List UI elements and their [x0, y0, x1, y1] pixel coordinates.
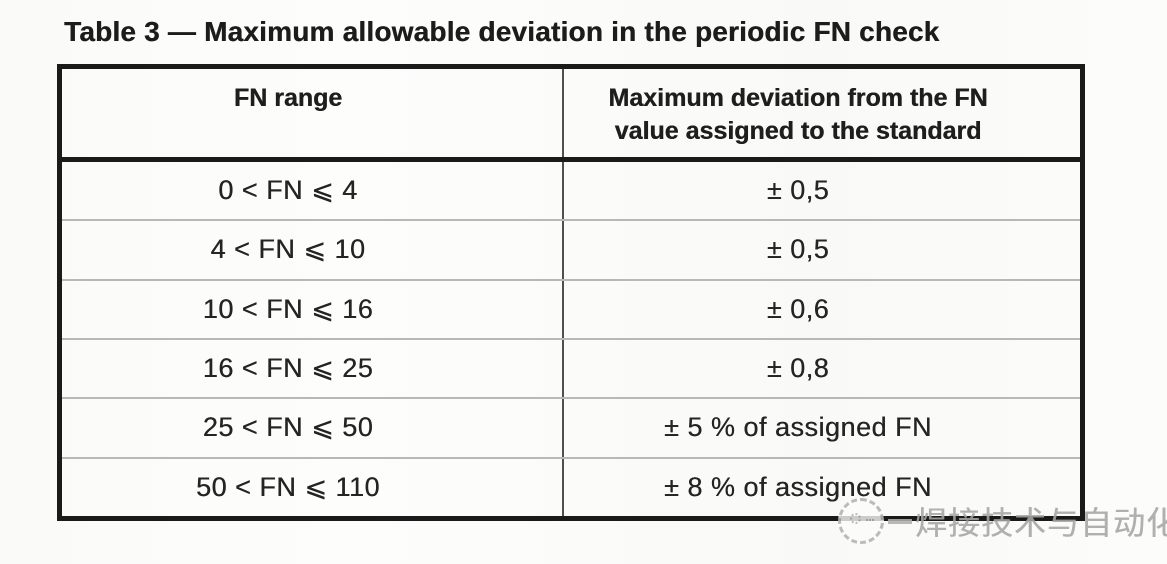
fn-range-cell: 25 < FN ⩽ 50 [202, 412, 374, 443]
fn-range-cell: 4 < FN ⩽ 10 [210, 234, 366, 265]
fn-range-cell: 0 < FN ⩽ 4 [218, 175, 358, 206]
table-row: 25 < FN ⩽ 50 ± 5 % of assigned FN [62, 397, 1080, 457]
deviation-cell: ± 0,8 [562, 339, 1080, 398]
header-max-deviation-line1: Maximum deviation from the FN [608, 84, 988, 112]
fn-deviation-table: FN range Maximum deviation from the FN v… [57, 64, 1085, 521]
header-max-deviation: Maximum deviation from the FN value assi… [562, 69, 1080, 157]
table-header-row: FN range Maximum deviation from the FN v… [62, 69, 1080, 162]
table-row: 50 < FN ⩽ 110 ± 8 % of assigned FN [62, 456, 1080, 516]
header-max-deviation-line2: value assigned to the standard [614, 116, 982, 145]
watermark: 焊接技术与自动化 [838, 498, 1167, 544]
table-row: 16 < FN ⩽ 25 ± 0,8 [62, 337, 1080, 398]
fn-range-cell: 10 < FN ⩽ 16 [202, 293, 374, 324]
watermark-dash [888, 518, 912, 524]
table-row: 10 < FN ⩽ 16 ± 0,6 [62, 278, 1080, 338]
deviation-cell: ± 0,6 [562, 280, 1080, 338]
table-row: 0 < FN ⩽ 4 ± 0,5 [62, 162, 1080, 220]
table-row: 4 < FN ⩽ 10 ± 0,5 [62, 219, 1080, 279]
deviation-cell: ± 0,5 [562, 221, 1080, 279]
table-caption: Table 3 — Maximum allowable deviation in… [64, 16, 940, 47]
deviation-cell: ± 5 % of assigned FN [562, 399, 1080, 457]
header-max-deviation-lines: Maximum deviation from the FN value assi… [608, 82, 987, 147]
watermark-dashed-circle-icon [838, 498, 884, 544]
fn-range-cell: 50 < FN ⩽ 110 [196, 471, 380, 502]
deviation-cell: ± 0,5 [562, 162, 1080, 220]
watermark-text: 焊接技术与自动化 [915, 505, 1167, 541]
deviation-cell: ± 8 % of assigned FN [562, 458, 1080, 516]
fn-range-cell: 16 < FN ⩽ 25 [202, 353, 374, 384]
header-fn-range: FN range [233, 84, 343, 112]
